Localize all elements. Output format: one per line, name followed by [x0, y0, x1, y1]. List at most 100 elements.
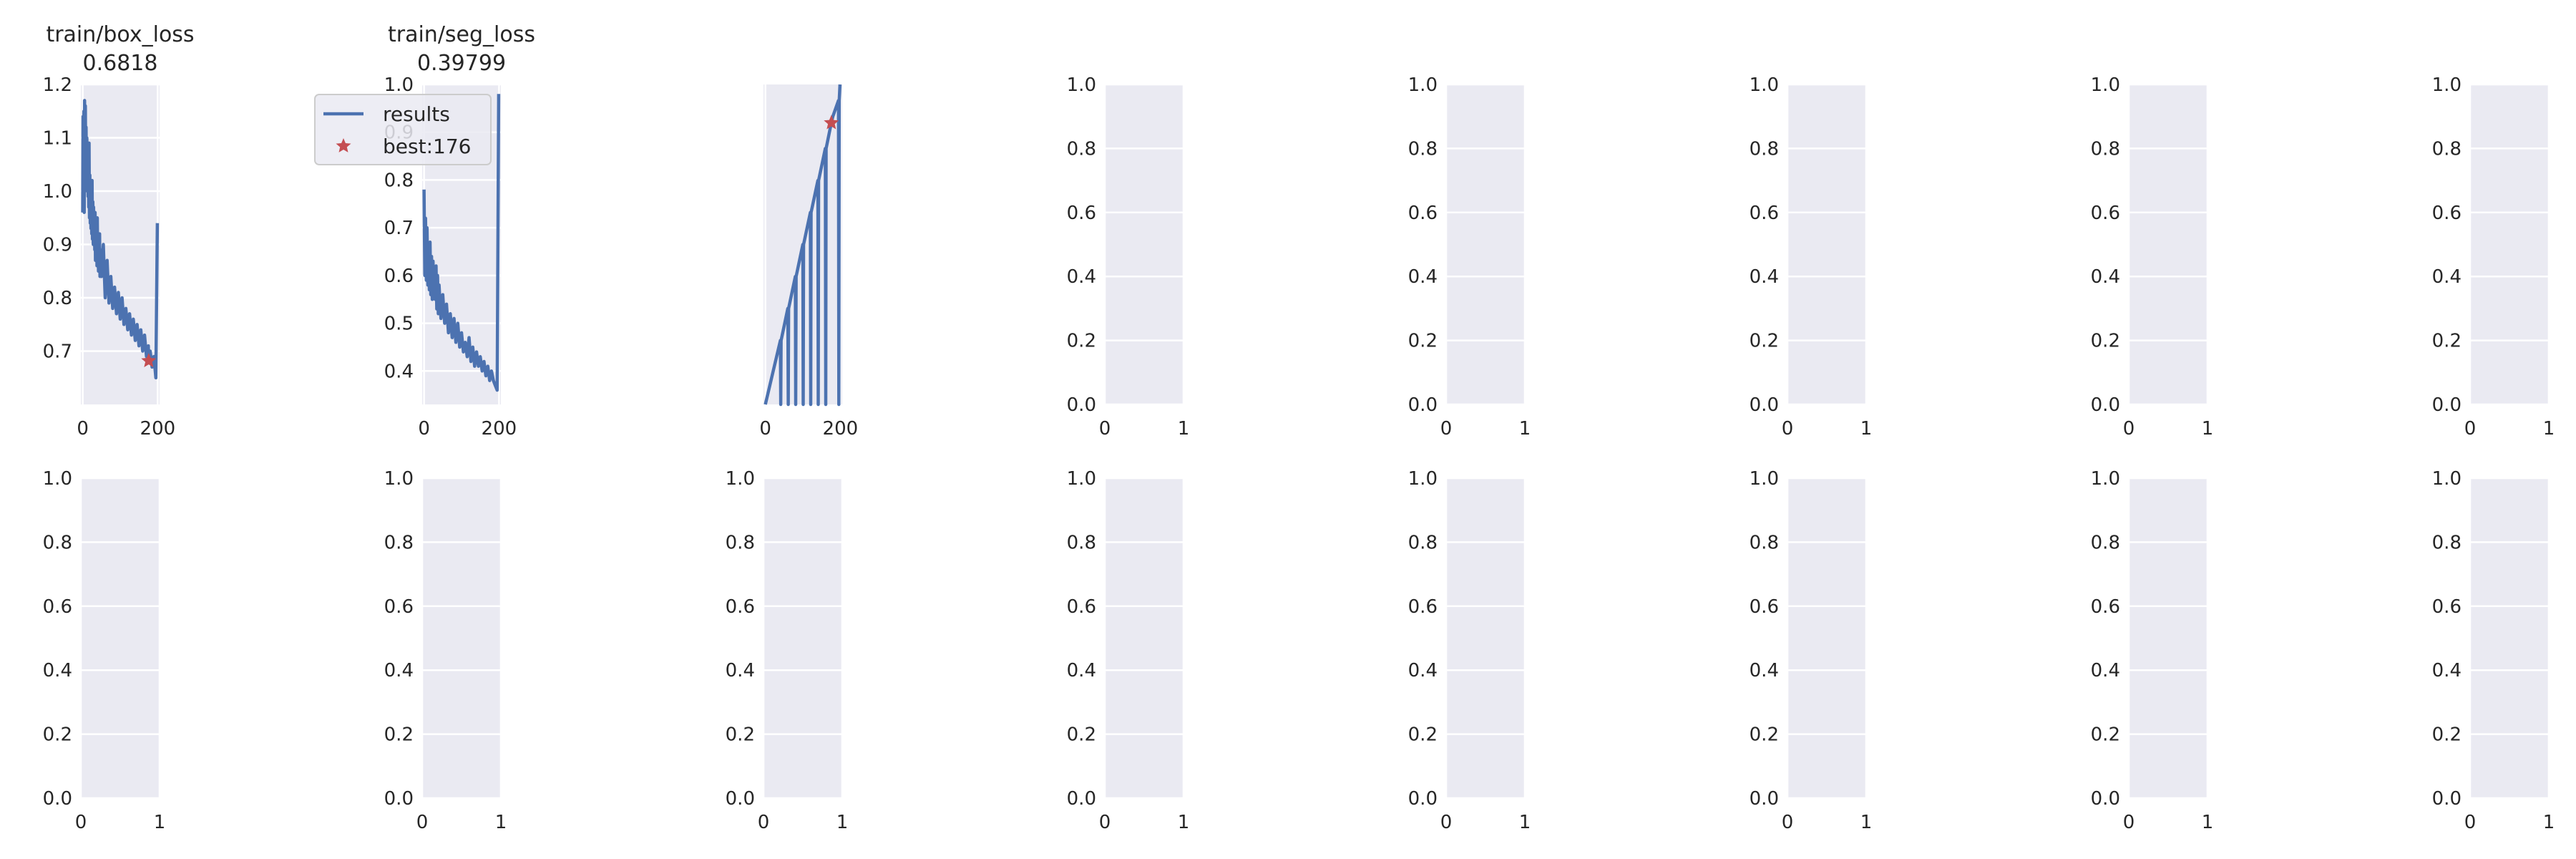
x-tick-label: 0 [1782, 418, 1794, 440]
x-tick-label: 0 [1782, 812, 1794, 833]
y-tick-label: 0.0 [2091, 394, 2120, 416]
y-tick-label: 0.6 [384, 266, 414, 287]
y-tick-label: 0.8 [1067, 138, 1096, 160]
axes-background [2470, 84, 2549, 404]
x-tick-label: 200 [482, 418, 517, 440]
y-tick-label: 0.4 [1408, 266, 1438, 288]
y-tick-label: 0.2 [2091, 331, 2120, 352]
y-tick-label: 0.8 [1408, 532, 1438, 553]
y-tick-label: 0.0 [726, 788, 755, 810]
y-tick-label: 0.2 [43, 724, 72, 746]
subplot-title: train/box_loss [46, 22, 194, 47]
subplot-4: 0.0 0.2 0.4 0.6 0.8 1.0 0 1 [1067, 74, 1190, 440]
y-tick-label: 0.2 [1067, 331, 1096, 352]
y-tick-label: 0.4 [43, 660, 72, 681]
y-tick-label: 1.0 [43, 468, 72, 490]
subplot-10: 0.0 0.2 0.4 0.6 0.8 1.0 0 1 [384, 468, 507, 833]
y-tick-label: 0.2 [726, 724, 755, 746]
y-tick-label: 0.6 [2432, 203, 2462, 224]
y-tick-label: 0.6 [2091, 203, 2120, 224]
axes-background [1787, 478, 1866, 798]
subplot-16: 0.0 0.2 0.4 0.6 0.8 1.0 0 1 [2432, 468, 2555, 833]
y-tick-label: 0.8 [2091, 138, 2120, 160]
y-tick-label: 0.4 [726, 660, 755, 681]
y-tick-label: 0.6 [43, 596, 72, 618]
y-tick-label: 0.2 [1067, 724, 1096, 746]
y-tick-label: 0.0 [384, 788, 414, 810]
y-tick-label: 0.0 [1408, 788, 1438, 810]
axes-background [81, 478, 160, 798]
x-tick-label: 1 [2202, 418, 2214, 440]
axes-background [2470, 478, 2549, 798]
y-tick-label: 0.0 [1408, 394, 1438, 416]
best-marker [824, 115, 839, 130]
x-tick-label: 0 [2464, 418, 2477, 440]
x-tick-label: 0 [1440, 812, 1453, 833]
axes-background [1105, 84, 1184, 404]
x-tick-label: 0 [2123, 418, 2135, 440]
x-tick-label: 1 [1178, 812, 1190, 833]
subplot-11: 0.0 0.2 0.4 0.6 0.8 1.0 0 1 [726, 468, 849, 833]
axes-background [1446, 478, 1525, 798]
y-tick-label: 0.4 [1750, 266, 1779, 288]
legend-label-results: results [383, 102, 450, 126]
y-tick-label: 1.0 [1067, 468, 1096, 490]
y-tick-label: 0.4 [384, 660, 414, 681]
y-tick-label: 0.5 [384, 314, 414, 335]
y-tick-label: 1.0 [2432, 468, 2462, 490]
x-tick-label: 1 [1860, 812, 1873, 833]
y-tick-label: 0.0 [1067, 394, 1096, 416]
y-tick-label: 1.0 [1750, 468, 1779, 490]
x-tick-label: 1 [495, 812, 507, 833]
y-tick-label: 0.6 [1750, 596, 1779, 618]
subplot-3: 0 200 [759, 84, 858, 440]
x-tick-label: 1 [1519, 812, 1531, 833]
y-tick-label: 1.0 [43, 181, 72, 203]
y-tick-label: 0.8 [1067, 532, 1096, 553]
x-tick-label: 1 [2543, 812, 2555, 833]
best-marker [141, 353, 157, 367]
y-tick-label: 1.0 [1750, 74, 1779, 96]
y-tick-label: 0.8 [384, 532, 414, 553]
legend-label-best: best:176 [383, 135, 471, 158]
x-tick-label: 0 [1440, 418, 1453, 440]
y-tick-label: 1.0 [726, 468, 755, 490]
y-tick-label: 0.2 [1750, 724, 1779, 746]
y-tick-label: 0.4 [2091, 266, 2120, 288]
y-tick-label: 0.2 [384, 724, 414, 746]
y-tick-label: 0.7 [384, 218, 414, 239]
x-tick-label: 0 [418, 418, 430, 440]
y-tick-label: 0.0 [43, 788, 72, 810]
x-tick-label: 0 [1099, 418, 1111, 440]
y-tick-label: 0.2 [2091, 724, 2120, 746]
y-tick-label: 0.7 [43, 341, 72, 363]
y-tick-label: 0.6 [1408, 596, 1438, 618]
subplot-7: 0.0 0.2 0.4 0.6 0.8 1.0 0 1 [2091, 74, 2214, 440]
y-tick-label: 1.0 [1067, 74, 1096, 96]
y-tick-label: 0.4 [384, 361, 414, 382]
y-tick-label: 0.6 [1750, 203, 1779, 224]
subplot-1: 0.7 0.8 0.9 1.0 1.1 1.2 0 200 train/box_loss 0.68… [43, 22, 195, 440]
y-tick-label: 1.1 [43, 128, 72, 150]
y-tick-label: 0.8 [1750, 532, 1779, 553]
y-tick-label: 0.4 [1067, 660, 1096, 681]
y-tick-label: 1.0 [2091, 74, 2120, 96]
x-tick-label: 0 [75, 812, 87, 833]
y-tick-label: 0.0 [2091, 788, 2120, 810]
y-tick-label: 1.0 [2091, 468, 2120, 490]
series-line [81, 99, 160, 380]
x-tick-label: 0 [1099, 812, 1111, 833]
y-tick-label: 0.4 [1408, 660, 1438, 681]
y-tick-label: 0.2 [2432, 331, 2462, 352]
y-tick-label: 0.8 [43, 532, 72, 553]
y-tick-label: 0.4 [2432, 266, 2462, 288]
y-tick-label: 0.8 [384, 170, 414, 191]
subplot-14: 0.0 0.2 0.4 0.6 0.8 1.0 0 1 [1750, 468, 1873, 833]
x-tick-label: 0 [77, 418, 89, 440]
subplot-title: train/seg_loss [388, 22, 535, 47]
subplot-subtitle: 0.6818 [83, 51, 158, 76]
y-tick-label: 0.6 [2432, 596, 2462, 618]
subplot-6: 0.0 0.2 0.4 0.6 0.8 1.0 0 1 [1750, 74, 1873, 440]
y-tick-label: 0.2 [2432, 724, 2462, 746]
x-tick-label: 0 [758, 812, 770, 833]
